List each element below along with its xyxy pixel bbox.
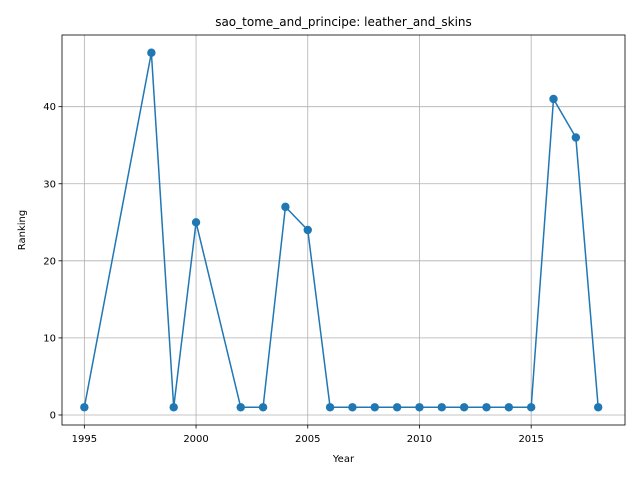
data-point (526, 403, 536, 412)
data-point (504, 403, 514, 412)
data-point (482, 403, 491, 412)
data-point (370, 403, 379, 412)
data-point (258, 403, 268, 412)
y-tick-label: 0 (50, 410, 56, 421)
x-tick-label: 1995 (72, 434, 97, 445)
plot-area (62, 35, 625, 425)
x-tick-label: 2000 (183, 434, 208, 445)
series-layer (80, 48, 603, 412)
data-point (325, 403, 335, 412)
data-point (571, 133, 581, 142)
x-tick-label: 2015 (518, 434, 543, 445)
data-point (437, 403, 447, 412)
y-tick-label: 10 (43, 333, 56, 344)
data-point (593, 403, 603, 412)
data-point (236, 403, 245, 412)
data-point (415, 403, 424, 412)
y-tick-label: 20 (43, 256, 56, 267)
data-point (281, 202, 290, 212)
data-point (191, 218, 201, 227)
data-point (80, 403, 89, 412)
data-point (459, 403, 469, 412)
plot-frame (61, 34, 626, 426)
data-point (169, 403, 178, 412)
data-point (147, 48, 156, 57)
data-point (549, 94, 558, 104)
y-axis-label: Ranking (17, 210, 28, 250)
x-tick-label: 2010 (407, 434, 432, 445)
x-tick-label: 2005 (295, 434, 320, 445)
data-point (303, 225, 312, 235)
data-point (392, 403, 402, 412)
y-tick-label: 40 (43, 102, 56, 113)
chart-title: sao_tome_and_principe: leather_and_skins (215, 15, 472, 29)
x-axis-label: Year (332, 454, 355, 465)
data-point (348, 403, 357, 412)
y-tick-label: 30 (43, 179, 56, 190)
axis-ticks: 1995 2000 2005 2010 2015 0 10 20 30 40 (43, 102, 544, 445)
